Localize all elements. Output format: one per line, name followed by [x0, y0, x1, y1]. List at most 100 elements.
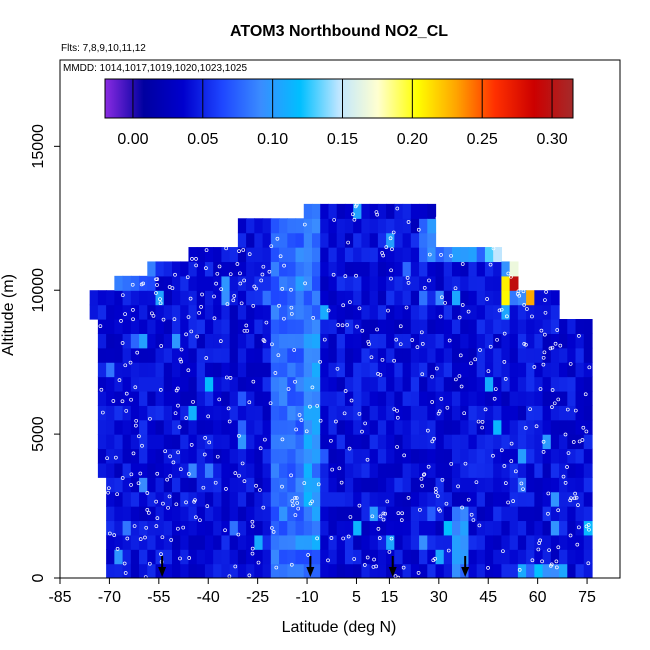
heatmap-cell [139, 362, 148, 378]
heatmap-cell [435, 275, 445, 291]
sample-point [396, 511, 401, 515]
heatmap-cell [369, 534, 379, 550]
heatmap-cell [246, 333, 255, 349]
sample-point [155, 283, 159, 287]
heatmap-cell [196, 477, 206, 493]
heatmap-cell [534, 405, 544, 421]
heatmap-cell [476, 434, 486, 450]
sample-point [335, 366, 340, 371]
heatmap-cell [130, 362, 140, 378]
sample-point [131, 451, 136, 456]
heatmap-cell [254, 477, 264, 493]
heatmap-cell [270, 520, 280, 536]
sample-point [120, 293, 125, 298]
heatmap-cell [97, 362, 107, 378]
heatmap-cell [402, 304, 412, 320]
sample-point [294, 496, 299, 500]
sample-point [225, 302, 230, 306]
sample-point [280, 437, 285, 442]
sample-point [282, 316, 286, 321]
heatmap-cell [246, 347, 255, 363]
heatmap-cell [550, 448, 560, 464]
heatmap-cell [484, 275, 494, 291]
heatmap-cell [509, 462, 519, 478]
sample-point [573, 408, 578, 413]
sample-point [194, 263, 198, 268]
heatmap-cell [188, 319, 198, 334]
heatmap-cell [312, 448, 321, 464]
sample-point [181, 525, 186, 530]
heatmap-cell [517, 434, 527, 450]
heatmap-cell [287, 218, 297, 234]
sample-point [261, 264, 266, 269]
heatmap-cell [287, 491, 297, 507]
heatmap-cell [377, 549, 387, 565]
heatmap-cell [155, 390, 165, 406]
sample-point [566, 451, 571, 455]
heatmap-cell [377, 506, 387, 522]
heatmap-cell [419, 434, 428, 450]
heatmap-cell [410, 506, 420, 522]
heatmap-cell [221, 362, 231, 378]
heatmap-cell [468, 520, 478, 536]
heatmap-cell [427, 319, 437, 334]
sample-point [273, 371, 278, 375]
heatmap-cell [336, 232, 346, 248]
heatmap-cell [254, 218, 264, 234]
sample-point [365, 457, 370, 462]
heatmap-cell [493, 261, 503, 277]
sample-point [242, 328, 247, 333]
heatmap-cell [229, 520, 239, 536]
heatmap-cell [139, 477, 148, 493]
heatmap-cell [567, 563, 577, 578]
heatmap-cell [287, 462, 297, 478]
sample-point [213, 480, 218, 485]
heatmap-cell [542, 434, 552, 450]
heatmap-cell [213, 491, 223, 507]
heatmap-cell [394, 247, 404, 263]
heatmap-cell [303, 261, 313, 277]
sample-point [217, 264, 222, 269]
heatmap-cell [163, 390, 173, 406]
heatmap-cell [452, 419, 461, 435]
heatmap-cell [221, 462, 231, 478]
sample-point [381, 517, 386, 522]
heatmap-cell [435, 491, 445, 507]
heatmap-cell [312, 304, 321, 320]
sample-point [410, 338, 415, 342]
sample-point [380, 251, 385, 255]
heatmap-cell [559, 477, 568, 493]
heatmap-cell [559, 448, 568, 464]
heatmap-cell [344, 347, 354, 363]
sample-point [131, 317, 135, 322]
heatmap-cell [97, 376, 107, 392]
heatmap-cell [419, 534, 428, 550]
heatmap-cell [402, 290, 412, 306]
heatmap-cell [303, 390, 313, 406]
sample-point [480, 425, 484, 430]
heatmap-cell [443, 491, 453, 507]
heatmap-cell [204, 491, 214, 507]
heatmap-cell [344, 520, 354, 536]
heatmap-cell [213, 405, 223, 421]
heatmap-cell [180, 434, 190, 450]
sample-point [430, 374, 434, 379]
heatmap-cell [344, 376, 354, 392]
heatmap-cell [410, 247, 420, 263]
heatmap-cell [452, 362, 461, 378]
sample-point [430, 400, 435, 404]
heatmap-cell [443, 347, 453, 363]
heatmap-cell [452, 290, 461, 306]
sample-point [329, 536, 334, 540]
sample-point [343, 389, 348, 393]
heatmap-cell [575, 506, 585, 522]
heatmap-cell [196, 549, 206, 565]
sample-point [159, 552, 163, 556]
heatmap-cell [427, 563, 437, 578]
sample-point [129, 483, 133, 487]
sample-point [297, 413, 302, 417]
heatmap-cell [353, 419, 363, 435]
sample-point [197, 310, 201, 315]
heatmap-cell [410, 534, 420, 550]
heatmap-cell [493, 247, 503, 263]
